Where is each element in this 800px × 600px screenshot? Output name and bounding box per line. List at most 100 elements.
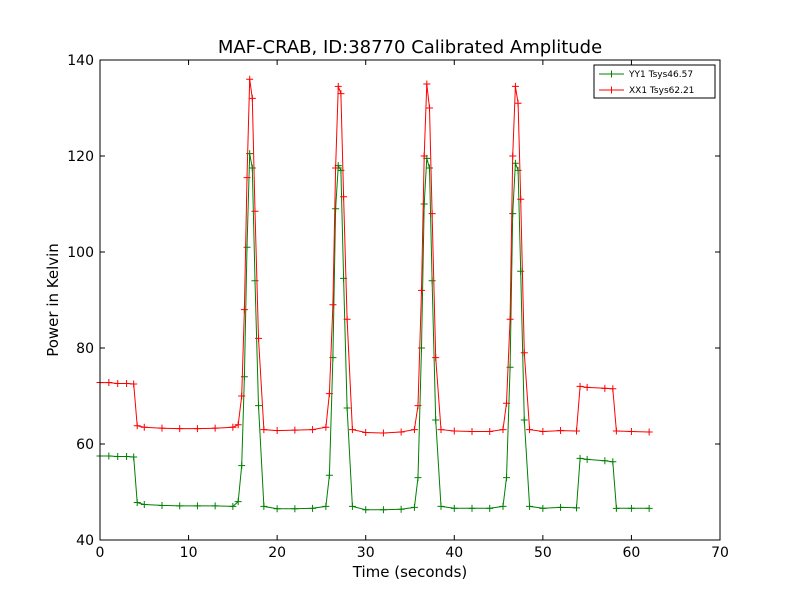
data-point-marker [291, 505, 299, 513]
data-point-marker [517, 267, 525, 275]
data-point-marker [511, 82, 519, 90]
data-point-marker [414, 402, 422, 410]
data-point-marker [612, 427, 620, 435]
data-point-marker [332, 205, 340, 213]
data-point-marker [123, 452, 131, 460]
legend-label-yy1: YY1 Tsys46.57 [628, 70, 693, 80]
data-point-marker [645, 504, 653, 512]
data-point-marker [468, 504, 476, 512]
data-point-marker [450, 504, 458, 512]
data-point-marker [248, 94, 256, 102]
data-point-marker [309, 426, 317, 434]
data-point-marker [432, 416, 440, 424]
data-point-marker [509, 210, 517, 218]
y-tick-label: 120 [67, 149, 94, 165]
x-tick-label: 20 [268, 545, 286, 561]
data-point-marker [176, 425, 184, 433]
data-point-marker [211, 502, 219, 510]
data-point-marker [486, 428, 494, 436]
data-point-marker [379, 506, 387, 514]
data-point-marker [520, 416, 528, 424]
data-point-marker [248, 164, 256, 172]
x-tick-label: 60 [623, 545, 641, 561]
x-tick-label: 30 [357, 545, 375, 561]
data-point-marker [251, 207, 259, 215]
data-point-marker [234, 498, 242, 506]
x-tick-label: 10 [180, 545, 198, 561]
data-point-marker [130, 453, 138, 461]
legend-marker [608, 86, 615, 94]
data-point-marker [260, 426, 268, 434]
data-point-marker [425, 164, 433, 172]
data-point-marker [105, 452, 113, 460]
data-point-marker [486, 504, 494, 512]
data-point-marker [414, 474, 422, 482]
data-point-marker [425, 104, 433, 112]
data-point-marker [601, 457, 609, 465]
data-point-marker [573, 427, 581, 435]
data-point-marker [325, 471, 333, 479]
data-point-marker [517, 195, 525, 203]
data-point-marker [503, 474, 511, 482]
x-tick-label: 50 [534, 545, 552, 561]
data-point-marker [238, 392, 246, 400]
data-point-marker [526, 426, 534, 434]
data-point-marker [238, 462, 246, 470]
data-point-marker [627, 428, 635, 436]
data-point-marker [499, 502, 507, 510]
data-point-marker [343, 315, 351, 323]
data-point-marker [140, 423, 148, 431]
data-point-marker [418, 286, 426, 294]
data-point-marker [557, 427, 565, 435]
data-point-marker [362, 428, 370, 436]
y-tick-label: 80 [76, 341, 94, 357]
data-point-marker [576, 382, 584, 390]
data-point-marker [645, 428, 653, 436]
data-point-marker [348, 502, 356, 510]
data-point-marker [325, 390, 333, 398]
data-point-marker [229, 423, 237, 431]
data-point-marker [573, 504, 581, 512]
data-point-marker [520, 349, 528, 357]
data-point-marker [609, 385, 617, 393]
y-tick-label: 40 [76, 533, 94, 549]
data-point-marker [450, 427, 458, 435]
data-point-marker [539, 428, 547, 436]
data-point-marker [158, 424, 166, 432]
data-point-marker [332, 164, 340, 172]
data-point-marker [334, 82, 342, 90]
data-point-marker [609, 458, 617, 466]
data-point-marker [420, 200, 428, 208]
data-point-marker [337, 90, 345, 98]
data-point-marker [255, 334, 263, 342]
data-point-marker [509, 152, 517, 160]
x-tick-label: 0 [96, 545, 105, 561]
data-point-marker [291, 426, 299, 434]
data-point-marker [583, 383, 591, 391]
data-point-marker [114, 452, 122, 460]
data-point-marker [240, 306, 248, 314]
data-point-marker [246, 75, 254, 83]
x-tick-label: 40 [445, 545, 463, 561]
data-point-marker [255, 402, 263, 410]
data-point-marker [176, 502, 184, 510]
data-point-marker [583, 455, 591, 463]
data-point-marker [437, 426, 445, 434]
data-point-marker [432, 354, 440, 362]
data-point-marker [329, 301, 337, 309]
data-point-marker [506, 315, 514, 323]
y-tick-label: 140 [67, 53, 94, 69]
data-point-marker [514, 99, 522, 107]
data-point-marker [340, 193, 348, 201]
data-point-marker [499, 426, 507, 434]
y-tick-label: 100 [67, 245, 94, 261]
data-point-marker [322, 423, 330, 431]
data-point-marker [410, 426, 418, 434]
legend: YY1 Tsys46.57 XX1 Tsys62.21 [593, 64, 716, 99]
data-point-marker [428, 210, 436, 218]
data-point-marker [193, 502, 201, 510]
x-tick-label: 70 [711, 545, 729, 561]
data-point-marker [260, 502, 268, 510]
